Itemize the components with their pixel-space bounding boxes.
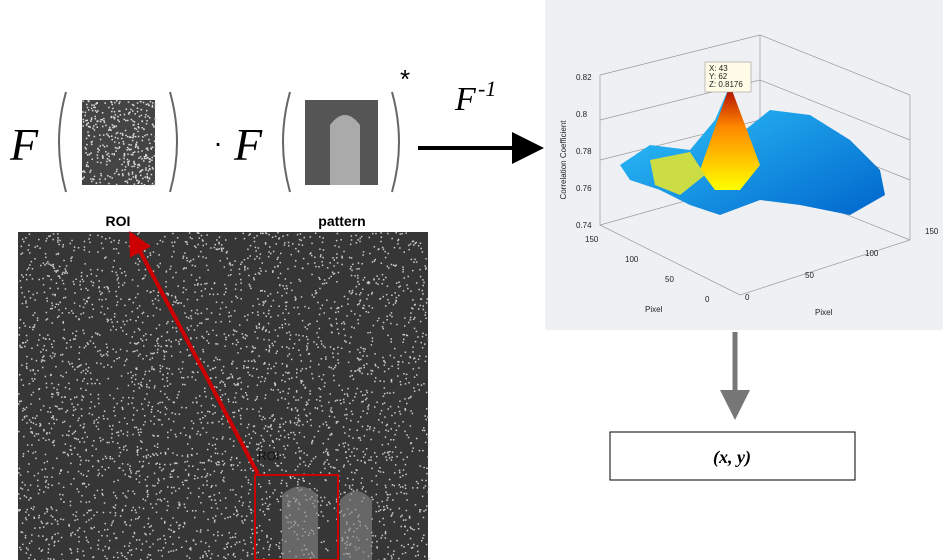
y-tick: 50 bbox=[805, 271, 814, 280]
conjugate: * bbox=[400, 64, 410, 94]
inverse-exponent: -1 bbox=[478, 76, 496, 101]
x-tick: 100 bbox=[625, 255, 639, 264]
z-tick: 0.82 bbox=[576, 73, 592, 82]
paren bbox=[282, 91, 400, 193]
datatip-line: Y: 62 bbox=[709, 72, 728, 81]
output-box bbox=[609, 431, 856, 481]
x-tick: 50 bbox=[665, 275, 674, 284]
surface-peak bbox=[700, 85, 760, 190]
y-label: Pixel bbox=[815, 308, 833, 317]
output: (x, y) bbox=[713, 447, 751, 468]
inverse-symbol: F bbox=[454, 81, 477, 118]
datatip-line: X: 43 bbox=[709, 64, 728, 73]
roi-label: ROI bbox=[106, 213, 131, 229]
z-tick: 0.76 bbox=[576, 184, 592, 193]
datatip-line: Z: 0.8176 bbox=[709, 80, 743, 89]
image-noise bbox=[18, 232, 430, 560]
paren bbox=[58, 91, 178, 193]
red-arrow bbox=[129, 230, 260, 475]
y-tick: 150 bbox=[925, 227, 939, 236]
roi-noise bbox=[82, 100, 157, 187]
x-label: Pixel bbox=[645, 305, 663, 314]
dot: · bbox=[213, 127, 222, 158]
datatip bbox=[704, 61, 752, 93]
x-tick: 150 bbox=[585, 235, 599, 244]
roi-box bbox=[254, 474, 339, 560]
surface-patch bbox=[650, 152, 705, 195]
y-tick: 100 bbox=[865, 249, 879, 258]
roi-image-label: ROI bbox=[258, 449, 279, 463]
z-tick: 0.8 bbox=[576, 110, 588, 119]
x-tick: 0 bbox=[705, 295, 710, 304]
y-tick: 0 bbox=[745, 293, 750, 302]
fourier-symbol: F bbox=[9, 119, 39, 170]
pattern-shape bbox=[330, 115, 360, 185]
pillars bbox=[282, 486, 372, 560]
z-label: Correlation Coefficient bbox=[559, 120, 568, 200]
z-tick: 0.78 bbox=[576, 147, 592, 156]
z-tick: 0.74 bbox=[576, 221, 592, 230]
fourier-symbol: F bbox=[233, 119, 263, 170]
pattern-label: pattern bbox=[318, 213, 365, 229]
